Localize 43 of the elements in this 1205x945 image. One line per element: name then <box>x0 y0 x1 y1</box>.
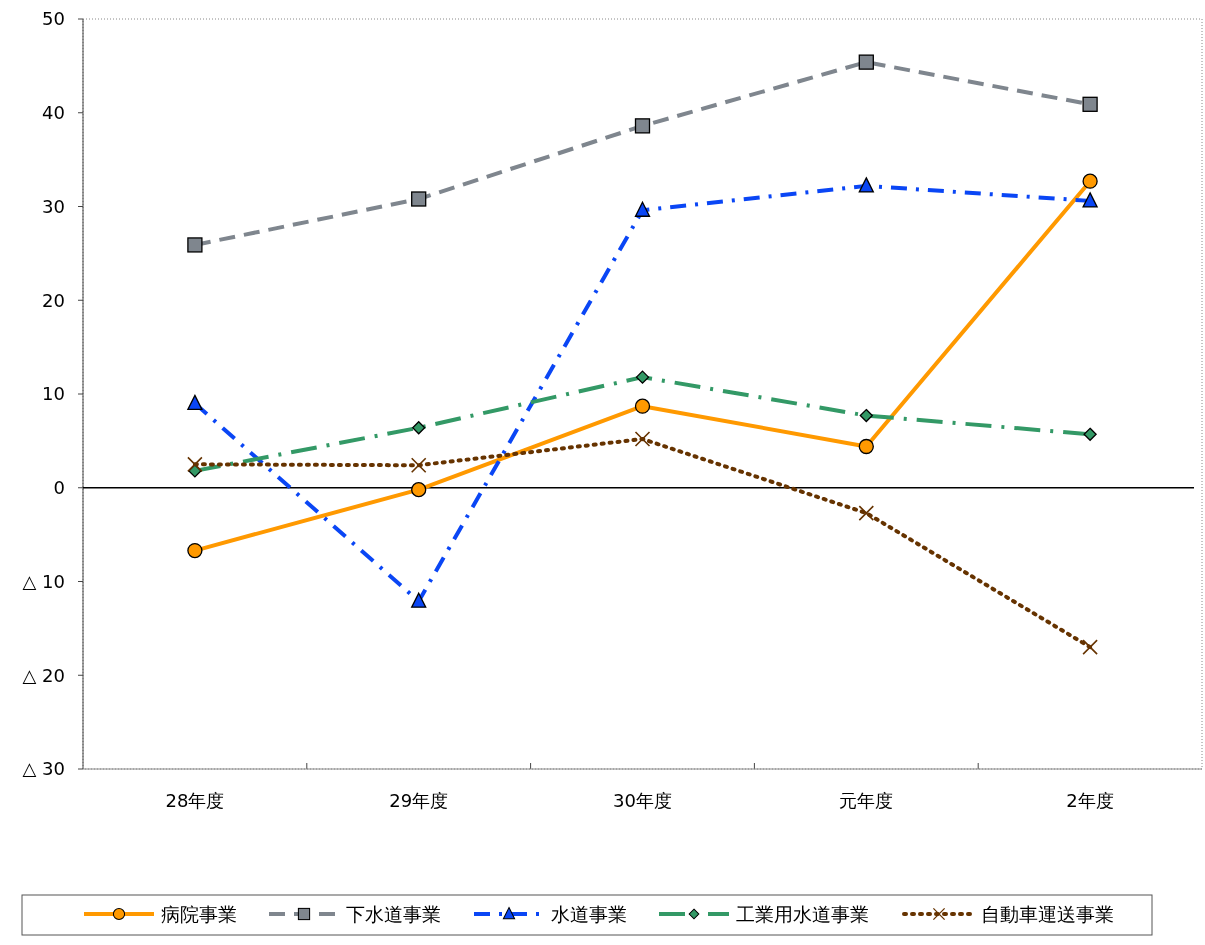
x-tick-label: 2年度 <box>1066 790 1114 811</box>
x-tick-label: 元年度 <box>839 790 894 811</box>
y-tick-label: 40 <box>42 102 65 124</box>
legend-label: 病院事業 <box>161 902 237 925</box>
legend-label: 水道事業 <box>551 902 627 925</box>
point <box>1082 173 1098 189</box>
point <box>858 177 874 193</box>
point <box>1083 427 1097 441</box>
point <box>858 505 875 521</box>
y-tick-label: 0 <box>53 477 65 499</box>
point <box>187 237 203 253</box>
y-tick-label: 10 <box>42 383 65 405</box>
point <box>187 542 203 559</box>
legend-label: 工業用水道事業 <box>736 902 869 925</box>
point <box>858 54 874 70</box>
point <box>634 201 651 217</box>
point <box>634 118 651 134</box>
y-tick-label: △ 20 <box>22 664 65 686</box>
point <box>187 456 203 473</box>
point <box>411 592 427 608</box>
y-tick-label: △ 10 <box>22 570 65 592</box>
point <box>412 421 426 435</box>
point <box>411 481 427 498</box>
y-tick-label: 20 <box>42 289 65 311</box>
point <box>410 457 427 474</box>
legend-label: 自動車運送事業 <box>981 902 1114 925</box>
x-tick-label: 30年度 <box>613 790 672 811</box>
point <box>634 398 651 414</box>
point <box>411 191 427 207</box>
y-tick-label: 30 <box>42 195 65 217</box>
point <box>1082 96 1098 112</box>
point <box>859 408 873 423</box>
point <box>635 370 650 384</box>
legend-label: 下水道事業 <box>346 902 441 925</box>
point <box>1082 192 1098 208</box>
x-tick-label: 28年度 <box>165 790 225 811</box>
point <box>858 438 874 455</box>
x-tick-label: 29年度 <box>389 790 449 811</box>
y-tick-label: 50 <box>42 8 65 30</box>
point <box>634 431 651 447</box>
point <box>1082 639 1098 655</box>
y-tick-label: △ 30 <box>22 758 65 780</box>
point <box>187 394 203 411</box>
